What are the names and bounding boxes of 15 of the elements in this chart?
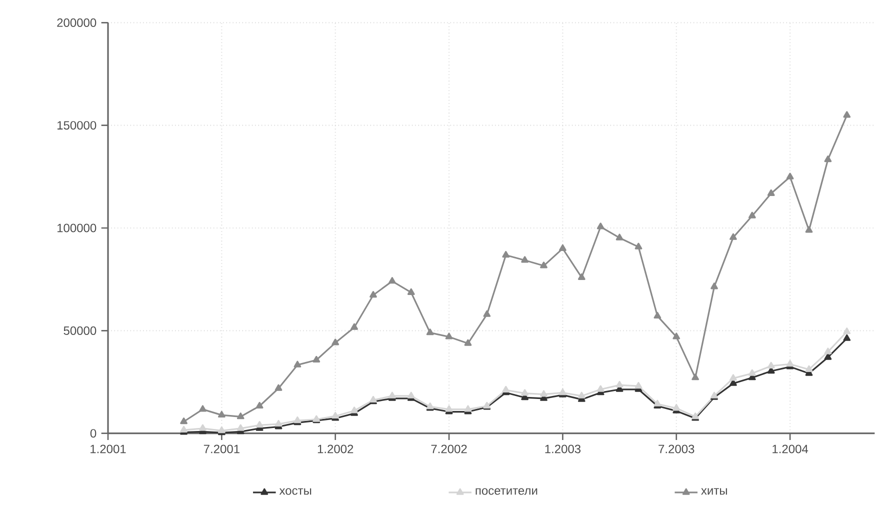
y-tick-label: 100000 [58,224,96,232]
x-tick-label: 1.2004 [772,444,808,454]
x-tick-label: 1.2001 [90,444,126,454]
y-tick-label: 200000 [57,18,96,27]
y-tick-label: 50000 [64,326,96,335]
y-tick-label: 0 [90,429,96,438]
x-tick-label: 1.2002 [318,444,354,454]
x-tick-label: 1.2003 [545,444,581,454]
x-tick-label: 7.2001 [204,444,240,454]
legend-label: посетители [476,488,538,495]
x-tick-label: 7.2003 [658,444,694,454]
legend-label: хиты [701,488,727,495]
legend-label: хосты [279,488,312,495]
x-tick-label: 7.2002 [431,444,467,454]
y-tick-label: 150000 [58,121,96,130]
